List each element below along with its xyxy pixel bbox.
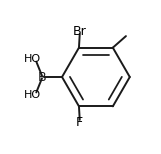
Text: B: B	[38, 71, 46, 83]
Text: HO: HO	[24, 90, 41, 100]
Text: HO: HO	[24, 54, 41, 64]
Text: Br: Br	[73, 24, 87, 38]
Text: F: F	[76, 116, 83, 130]
